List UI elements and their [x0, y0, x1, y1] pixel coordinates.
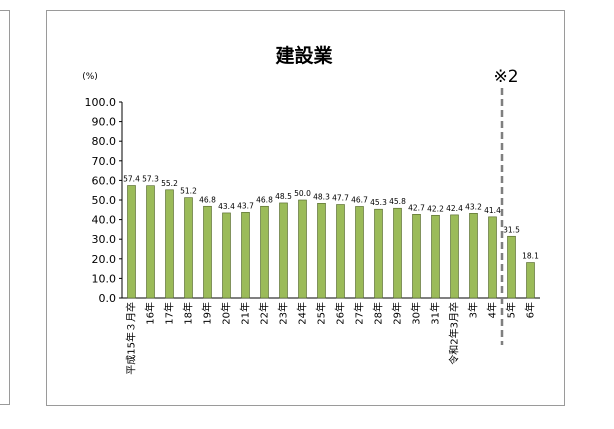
- y-tick-label: 0.0: [99, 292, 117, 305]
- bar: [260, 205, 269, 299]
- data-label: 47.7: [332, 194, 349, 203]
- bars-group: [127, 185, 535, 299]
- bar: [469, 213, 478, 299]
- bar: [450, 214, 459, 299]
- data-label: 42.2: [427, 204, 444, 213]
- bar: [393, 207, 402, 299]
- bar: [374, 208, 383, 299]
- x-tick-label: 22年: [258, 302, 271, 325]
- x-tick-label: 24年: [296, 302, 309, 325]
- data-label: 57.3: [142, 175, 159, 184]
- bar: [355, 206, 364, 299]
- bar: [241, 212, 250, 299]
- y-tick-label: 10.0: [92, 272, 117, 285]
- data-label: 48.3: [313, 192, 330, 201]
- y-tick-label: 40.0: [92, 214, 117, 227]
- bar: [488, 216, 497, 299]
- x-tick-label: 20年: [220, 302, 233, 325]
- x-tick-label: 平成15年３月卒: [125, 302, 138, 375]
- bar: [165, 189, 174, 299]
- bar: [127, 185, 136, 299]
- x-tick-label: 4年: [486, 302, 499, 318]
- x-tick-label: 令和2年3月卒: [448, 302, 461, 365]
- x-tick-label: 18年: [182, 302, 195, 325]
- bar: [203, 205, 212, 299]
- bar: [222, 212, 231, 299]
- x-tick-label: 25年: [315, 302, 328, 325]
- x-tick-label: 17年: [163, 302, 176, 325]
- data-label: 45.3: [370, 198, 387, 207]
- x-tick-label: 5年: [505, 302, 518, 318]
- data-label: 43.2: [465, 202, 482, 211]
- bar: [184, 197, 193, 299]
- data-label: 50.0: [294, 189, 311, 198]
- bar: [317, 203, 326, 299]
- bar: [507, 235, 516, 299]
- x-tick-label: 28年: [372, 302, 385, 325]
- annotation-note: ※2: [493, 67, 518, 87]
- x-tick-label: 29年: [391, 302, 404, 325]
- value-labels-group: 57.4 57.3 55.251.246.843.4 43.746.8 48.5 50.0…: [123, 174, 539, 260]
- data-label: 51.2: [180, 187, 197, 196]
- y-tick-label: 50.0: [92, 194, 117, 207]
- data-label: 46.8: [199, 195, 216, 204]
- x-tick-label: 27年: [353, 302, 366, 325]
- data-label: 31.5: [503, 225, 520, 234]
- y-axis-label: (%): [82, 72, 98, 82]
- bar: [526, 262, 535, 299]
- data-label: 18.1: [522, 252, 539, 261]
- x-tick-label: 6年: [524, 302, 537, 318]
- y-tick-labels-group: 100.0 90.0 80.0 70.0 60.0 50.0 40.0 30.0 20.0 10.…: [85, 96, 117, 305]
- bar: [298, 199, 307, 299]
- y-tick-label: 90.0: [92, 116, 117, 129]
- x-tick-label: 31年: [429, 302, 442, 325]
- adjacent-chart-frame-edge: [0, 10, 10, 405]
- x-tick-label: 30年: [410, 302, 423, 325]
- y-tick-label: 80.0: [92, 135, 117, 148]
- data-label: 45.8: [389, 197, 406, 206]
- y-tick-label: 30.0: [92, 233, 117, 246]
- data-label: 42.4: [446, 204, 463, 213]
- bar: [412, 214, 421, 299]
- x-tick-label: 16年: [144, 302, 157, 325]
- y-tick-label: 60.0: [92, 174, 117, 187]
- y-tick-label: 100.0: [85, 96, 117, 109]
- data-label: 46.7: [351, 195, 368, 204]
- data-label: 42.7: [408, 203, 425, 212]
- data-label: 43.7: [237, 201, 254, 210]
- x-tick-label: 21年: [239, 302, 252, 325]
- chart-title: 建設業: [275, 44, 333, 67]
- data-label: 57.4: [123, 174, 140, 183]
- data-label: 55.2: [161, 179, 178, 188]
- bar: [431, 214, 440, 299]
- x-tick-label: 26年: [334, 302, 347, 325]
- data-label: 43.4: [218, 202, 235, 211]
- y-tick-label: 70.0: [92, 155, 117, 168]
- bar: [279, 202, 288, 299]
- bar: [336, 204, 345, 299]
- x-tick-label: 19年: [201, 302, 214, 325]
- bar: [146, 185, 155, 299]
- data-label: 46.8: [256, 195, 273, 204]
- x-tick-label: 23年: [277, 302, 290, 325]
- x-tick-label: 3年: [467, 302, 480, 318]
- y-tick-label: 20.0: [92, 253, 117, 266]
- data-label: 41.4: [484, 206, 501, 215]
- x-tick-labels-group: 平成15年３月卒 16年 17年 18年 19年 20年 21年 22年 23年 24年 25年 26…: [125, 302, 537, 375]
- data-label: 48.5: [275, 192, 292, 201]
